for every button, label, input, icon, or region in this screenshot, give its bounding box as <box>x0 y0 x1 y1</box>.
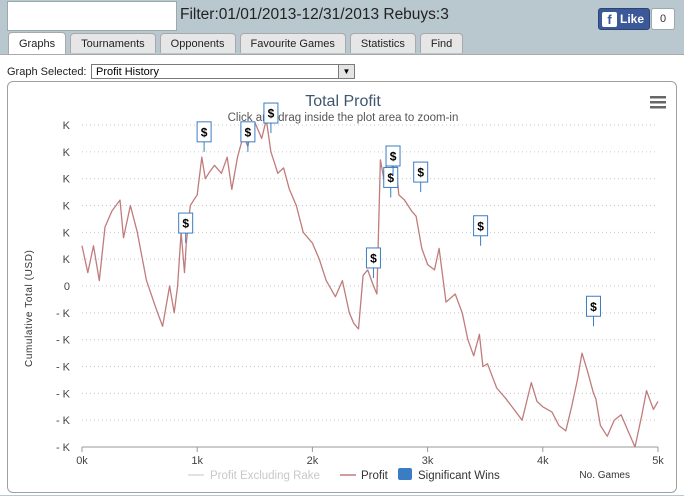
y-tick-label: K <box>63 147 71 159</box>
chart-svg[interactable]: Total Profit Click and drag inside the p… <box>8 82 676 492</box>
x-tick-label: 1k <box>191 455 203 467</box>
significant-win-flag[interactable]: $ <box>413 161 429 193</box>
significant-win-label: $ <box>182 217 189 231</box>
significant-win-box <box>196 121 212 143</box>
like-count: 0 <box>651 8 675 30</box>
player-name-box <box>7 1 177 31</box>
significant-win-box <box>383 166 399 188</box>
graphs-panel: Graph Selected: Profit History ▼ Total P… <box>0 55 684 495</box>
significant-win-label: $ <box>387 171 394 185</box>
y-tick-label: K <box>63 254 71 266</box>
y-tick-label: K <box>63 174 71 186</box>
significant-win-box <box>365 247 381 269</box>
x-tick-label: 5k <box>652 455 664 467</box>
legend-profit-excluding-rake[interactable]: Profit Excluding Rake <box>210 470 320 482</box>
significant-win-flag[interactable]: $ <box>585 295 601 327</box>
y-tick-label: K <box>63 120 71 132</box>
y-tick-label: - K <box>56 388 71 400</box>
significant-win-flag[interactable]: $ <box>473 215 489 246</box>
chart-legend: Profit Excluding Rake Profit Significant… <box>188 468 500 482</box>
significant-win-label: $ <box>390 149 397 163</box>
legend-significant-wins[interactable]: Significant Wins <box>418 470 500 482</box>
significant-win-box <box>263 102 279 124</box>
y-tick-label: - K <box>56 415 71 427</box>
significant-win-box <box>585 295 601 317</box>
significant-win-label: $ <box>590 300 597 314</box>
significant-win-box <box>178 212 194 234</box>
y-tick-label: K <box>63 201 71 213</box>
significant-win-box <box>240 121 256 143</box>
significant-win-label: $ <box>245 125 252 139</box>
y-tick-label: - K <box>56 442 71 454</box>
x-tick-label: 3k <box>422 455 434 467</box>
significant-win-label: $ <box>477 219 484 233</box>
tab-statistics[interactable]: Statistics <box>349 33 416 53</box>
y-tick-label: - K <box>56 308 71 320</box>
significant-win-label: $ <box>417 166 424 180</box>
x-tick-label: 0k <box>76 455 88 467</box>
significant-win-label: $ <box>201 125 208 139</box>
chart-title: Total Profit <box>305 93 381 110</box>
significant-win-flag[interactable]: $ <box>178 212 194 244</box>
tab-find[interactable]: Find <box>419 33 464 53</box>
x-tick-label: 4k <box>537 455 549 467</box>
y-tick-label: K <box>63 227 71 239</box>
y-tick-label: - K <box>56 335 71 347</box>
significant-win-box <box>413 161 429 183</box>
significant-win-flag[interactable]: $ <box>365 247 381 278</box>
chevron-down-icon[interactable]: ▼ <box>338 65 354 78</box>
significant-win-box <box>385 145 401 167</box>
facebook-like-button[interactable]: f Like <box>598 8 650 30</box>
tab-graphs[interactable]: Graphs <box>8 32 67 54</box>
tab-bar: Graphs Tournaments Opponents Favourite G… <box>8 32 467 54</box>
significant-win-label: $ <box>370 251 377 265</box>
x-tick-label: 2k <box>307 455 319 467</box>
profit-chart[interactable]: Total Profit Click and drag inside the p… <box>7 81 677 493</box>
significant-win-flag[interactable]: $ <box>263 102 279 134</box>
significant-win-flag[interactable]: $ <box>385 145 401 176</box>
significant-win-box <box>473 215 489 237</box>
tab-tournaments[interactable]: Tournaments <box>70 33 156 53</box>
significant-win-flag[interactable]: $ <box>240 121 256 152</box>
significant-win-flag[interactable]: $ <box>383 166 399 198</box>
x-axis-label: No. Games <box>579 470 630 481</box>
legend-significant-wins-swatch <box>398 468 412 480</box>
y-tick-label: - K <box>56 362 71 374</box>
hamburger-menu-icon[interactable] <box>650 96 666 109</box>
facebook-icon: f <box>602 11 617 27</box>
filter-text: Filter:01/01/2013-12/31/2013 Rebuys:3 <box>180 6 449 23</box>
y-tick-label: 0 <box>64 281 70 293</box>
tab-opponents[interactable]: Opponents <box>159 33 236 53</box>
significant-win-flag[interactable]: $ <box>196 121 212 152</box>
graph-select-dropdown[interactable]: Profit History ▼ <box>91 64 355 79</box>
y-axis-label: Cumulative Total (USD) <box>24 250 35 368</box>
tab-divider <box>0 54 684 55</box>
graph-selected-label: Graph Selected: <box>7 66 87 78</box>
significant-win-label: $ <box>268 107 275 121</box>
tab-favourite-games[interactable]: Favourite Games <box>239 33 346 53</box>
graph-select-value: Profit History <box>96 65 159 78</box>
chart-subtitle: Click and drag inside the plot area to z… <box>228 112 459 124</box>
profit-series-line[interactable] <box>81 118 659 448</box>
like-label: Like <box>620 12 645 26</box>
legend-profit[interactable]: Profit <box>361 470 389 482</box>
